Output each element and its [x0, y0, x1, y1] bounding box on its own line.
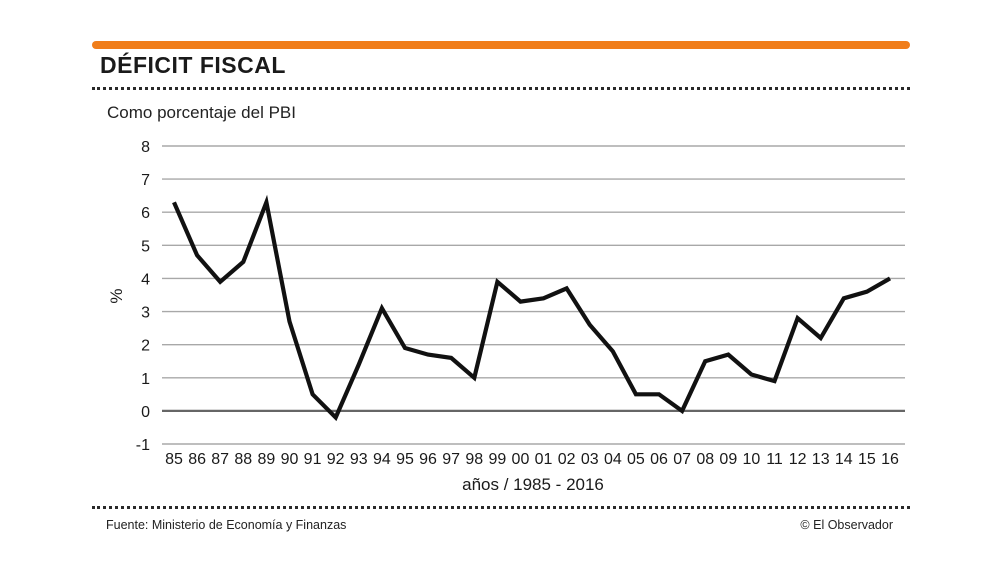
footer-divider [92, 506, 910, 509]
x-tick-label: 86 [188, 451, 206, 468]
y-tick-label: -1 [136, 437, 150, 454]
x-tick-label: 15 [858, 451, 876, 468]
y-tick-label: 2 [141, 338, 150, 355]
x-tick-label: 11 [766, 451, 783, 468]
y-tick-label: 0 [141, 404, 150, 421]
x-tick-label: 09 [719, 451, 737, 468]
x-tick-label: 06 [650, 451, 668, 468]
y-tick-label: 8 [141, 139, 150, 156]
x-tick-label: 01 [535, 451, 553, 468]
y-tick-label: 7 [141, 172, 150, 189]
y-tick-label: 4 [141, 271, 150, 288]
x-tick-label: 97 [442, 451, 460, 468]
y-tick-label: 3 [141, 305, 150, 322]
x-tick-label: 08 [696, 451, 714, 468]
x-axis-label: años / 1985 - 2016 [462, 475, 604, 494]
x-tick-label: 00 [512, 451, 530, 468]
x-tick-label: 99 [488, 451, 506, 468]
x-tick-label: 16 [881, 451, 899, 468]
y-tick-label: 6 [141, 205, 150, 222]
x-tick-label: 94 [373, 451, 391, 468]
x-tick-label: 14 [835, 451, 853, 468]
accent-bar [92, 41, 910, 49]
y-tick-label: 5 [141, 238, 150, 255]
x-tick-label: 88 [234, 451, 252, 468]
x-tick-label: 90 [281, 451, 299, 468]
x-tick-label: 89 [257, 451, 275, 468]
source-note: Fuente: Ministerio de Economía y Finanza… [106, 518, 347, 532]
x-tick-label: 04 [604, 451, 622, 468]
x-tick-label: 13 [812, 451, 830, 468]
y-tick-label: 1 [141, 371, 150, 388]
x-tick-label: 93 [350, 451, 368, 468]
copyright-credit: © El Observador [800, 518, 893, 532]
header-divider [92, 87, 910, 90]
x-tick-label: 92 [327, 451, 345, 468]
x-tick-label: 10 [743, 451, 761, 468]
x-tick-label: 96 [419, 451, 437, 468]
x-tick-label: 07 [673, 451, 691, 468]
x-tick-label: 85 [165, 451, 183, 468]
x-tick-label: 02 [558, 451, 576, 468]
x-tick-label: 05 [627, 451, 645, 468]
x-tick-label: 87 [211, 451, 229, 468]
x-tick-label: 12 [789, 451, 807, 468]
x-tick-label: 91 [304, 451, 322, 468]
x-tick-label: 03 [581, 451, 599, 468]
chart-title: DÉFICIT FISCAL [100, 52, 286, 78]
chart-subtitle: Como porcentaje del PBI [107, 103, 296, 122]
x-tick-label: 98 [465, 451, 483, 468]
y-axis-label: % [107, 288, 126, 303]
series-line [172, 194, 892, 422]
x-tick-label: 95 [396, 451, 414, 468]
